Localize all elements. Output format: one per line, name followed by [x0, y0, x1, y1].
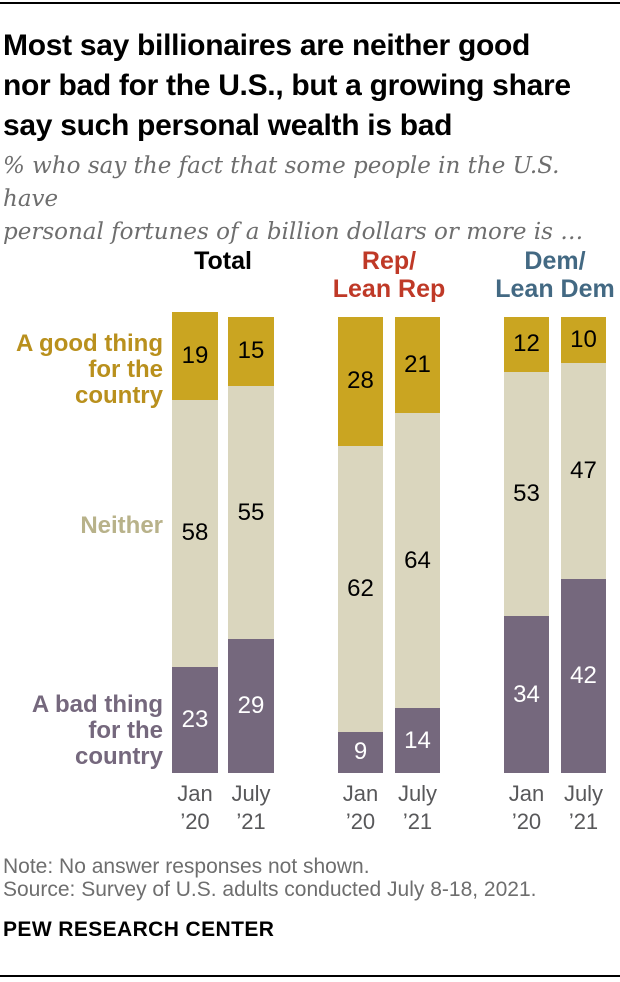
- chart-source: Source: Survey of U.S. adults conducted …: [3, 878, 537, 901]
- group-header-line: Total: [194, 247, 252, 275]
- x-axis-label-line: ’21: [402, 809, 433, 834]
- segment-bad-total-jan20: 23: [172, 666, 218, 773]
- bottom-rule: [0, 975, 620, 977]
- x-axis-label-line: July: [231, 781, 271, 806]
- x-axis-label-rep-lean-rep-jan20: Jan ’20: [324, 780, 397, 836]
- segment-neither-total-jan20: 58: [172, 399, 218, 667]
- x-axis-label-line: Jan: [508, 781, 545, 806]
- chart-note: Note: No answer responses not shown.: [3, 855, 370, 878]
- segment-good-rep-lean-rep-jan20: 28: [338, 316, 383, 446]
- segment-neither-dem-lean-dem-july21: 47: [561, 362, 606, 580]
- top-rule: [0, 2, 620, 4]
- bar-rep-lean-rep-jan20: 28 62 9: [338, 316, 383, 773]
- segment-good-dem-lean-dem-july21: 10: [561, 316, 606, 363]
- bar-rep-lean-rep-july21: 21 64 14: [395, 316, 440, 773]
- x-axis-label-line: ’21: [236, 809, 266, 834]
- title-line-3: say such personal wealth is bad: [3, 109, 453, 142]
- group-header-line: Lean Rep: [332, 275, 446, 303]
- group-header-line: Lean Dem: [495, 275, 615, 303]
- group-header-rep-lean-rep: Rep/Lean Rep: [294, 247, 484, 303]
- segment-good-total-jan20: 19: [172, 312, 218, 400]
- x-axis-label-line: July: [563, 781, 604, 806]
- segment-bad-total-july21: 29: [228, 639, 274, 773]
- segment-neither-rep-lean-rep-jan20: 62: [338, 445, 383, 732]
- x-axis-label-line: ’20: [180, 809, 210, 834]
- segment-neither-rep-lean-rep-july21: 64: [395, 413, 440, 709]
- bar-dem-lean-dem-jan20: 12 53 34: [504, 316, 549, 773]
- x-axis-label-line: Jan: [177, 781, 213, 806]
- segment-bad-rep-lean-rep-july21: 14: [395, 708, 440, 773]
- segment-bad-dem-lean-dem-jan20: 34: [504, 616, 549, 773]
- x-axis-label-dem-lean-dem-july21: July ’21: [547, 780, 620, 836]
- stacked-bar-chart: Total Rep/Lean Rep Dem/Lean Dem A good thin…: [0, 245, 620, 845]
- x-axis-label-line: July: [397, 781, 438, 806]
- segment-good-rep-lean-rep-july21: 21: [395, 316, 440, 414]
- subtitle-line-2: personal fortunes of a billion dollars o…: [3, 219, 584, 245]
- x-axis-label-line: ’20: [511, 809, 542, 834]
- x-axis-label-line: ’20: [345, 809, 376, 834]
- group-header-total: Total: [128, 247, 318, 275]
- x-axis-label-dem-lean-dem-jan20: Jan ’20: [490, 780, 563, 836]
- x-axis-label-total-jan20: Jan ’20: [158, 780, 232, 836]
- group-header-dem-lean-dem: Dem/Lean Dem: [460, 247, 620, 303]
- pew-research-center-wordmark: PEW RESEARCH CENTER: [3, 918, 275, 941]
- bar-dem-lean-dem-july21: 10 47 42: [561, 316, 606, 773]
- group-header-line: Rep/: [361, 247, 417, 275]
- legend-label-neither: Neither: [0, 513, 163, 539]
- legend-label-line: for the country: [74, 717, 163, 770]
- segment-good-total-july21: 15: [228, 316, 274, 386]
- x-axis-label-line: ’21: [568, 809, 599, 834]
- legend-label-line: A bad thing: [31, 691, 163, 718]
- segment-neither-dem-lean-dem-jan20: 53: [504, 371, 549, 617]
- legend-label-good: A good thing for the country: [0, 331, 163, 409]
- page-title: Most say billionaires are neither good n…: [3, 26, 619, 146]
- chart-subtitle: % who say the fact that some people in t…: [3, 150, 603, 249]
- x-axis-label-total-july21: July ’21: [214, 780, 288, 836]
- title-line-1: Most say billionaires are neither good: [3, 29, 531, 62]
- legend-label-line: A good thing: [15, 330, 163, 357]
- legend-label-line: Neither: [80, 512, 163, 539]
- x-axis-label-line: Jan: [342, 781, 379, 806]
- x-axis-label-rep-lean-rep-july21: July ’21: [381, 780, 454, 836]
- bar-total-jan20: 19 58 23: [172, 312, 218, 773]
- segment-bad-dem-lean-dem-july21: 42: [561, 579, 606, 773]
- segment-bad-rep-lean-rep-jan20: 9: [338, 731, 383, 773]
- group-header-line: Dem/: [524, 247, 586, 275]
- legend-label-line: for the country: [74, 356, 163, 409]
- segment-neither-total-july21: 55: [228, 385, 274, 640]
- segment-good-dem-lean-dem-jan20: 12: [504, 316, 549, 372]
- bar-total-july21: 15 55 29: [228, 316, 274, 773]
- legend-label-bad: A bad thing for the country: [0, 692, 163, 770]
- subtitle-line-1: % who say the fact that some people in t…: [3, 153, 560, 212]
- title-line-2: nor bad for the U.S., but a growing shar…: [3, 69, 571, 102]
